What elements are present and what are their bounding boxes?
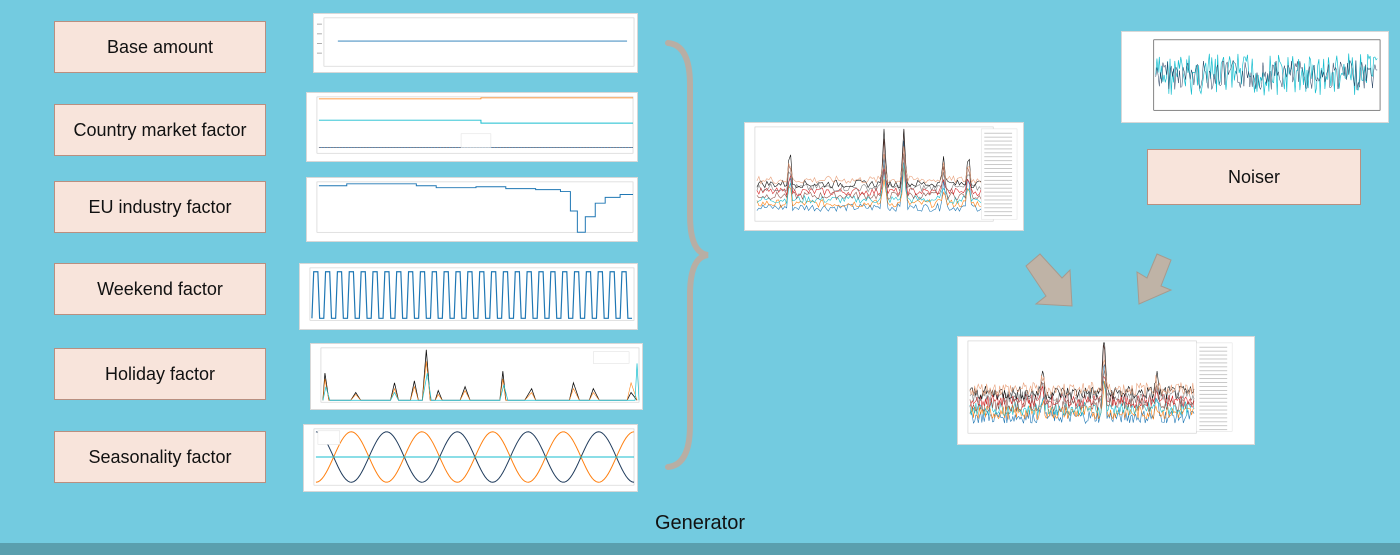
noiser-label: Noiser bbox=[1227, 166, 1280, 187]
factor-label: Weekend factor bbox=[97, 278, 223, 299]
legend-entry bbox=[1199, 350, 1228, 352]
legend-entry bbox=[984, 176, 1013, 177]
legend-entry bbox=[1199, 362, 1228, 364]
series-line bbox=[969, 359, 1195, 397]
legend-entry bbox=[1199, 429, 1228, 431]
legend-box bbox=[317, 430, 341, 445]
legend-box bbox=[981, 128, 1018, 220]
thumbnail-seasonality bbox=[303, 424, 638, 492]
series-line bbox=[969, 370, 1195, 405]
legend-entry bbox=[984, 132, 1013, 134]
series-line bbox=[969, 380, 1195, 417]
generator-label: Generator bbox=[654, 512, 746, 534]
noisy-series-lines bbox=[969, 342, 1195, 425]
legend-box bbox=[1196, 342, 1233, 432]
combined-series-lines bbox=[756, 128, 992, 213]
legend-entry bbox=[1199, 405, 1228, 407]
series-line bbox=[756, 153, 992, 197]
legend-entry bbox=[1199, 401, 1228, 403]
factor-box-eu-industry: EU industry factor bbox=[54, 181, 266, 233]
legend-entry bbox=[984, 187, 1013, 189]
curly-brace-icon bbox=[665, 40, 709, 470]
weekend-square-wave bbox=[311, 271, 633, 319]
legend-entry bbox=[984, 215, 1013, 217]
series-line bbox=[969, 342, 1195, 401]
legend-entry bbox=[984, 207, 1013, 209]
legend-entry bbox=[984, 140, 1013, 142]
legend-entry bbox=[1199, 393, 1228, 395]
noiser-box: Noiser bbox=[1147, 149, 1361, 205]
legend-box bbox=[593, 351, 630, 364]
legend-entry bbox=[1199, 425, 1228, 427]
factor-box-country-market: Country market factor bbox=[54, 104, 266, 156]
legend-entry bbox=[984, 168, 1013, 169]
legend-entry bbox=[984, 172, 1013, 173]
legend-entry bbox=[1199, 390, 1228, 391]
combined-series-chart bbox=[744, 122, 1024, 231]
down-arrow-icon bbox=[1136, 253, 1173, 305]
bottom-bar bbox=[0, 543, 1400, 555]
legend-entry bbox=[984, 160, 1013, 162]
legend-entry bbox=[984, 179, 1013, 181]
legend-entry bbox=[1199, 421, 1228, 423]
legend-entry bbox=[984, 191, 1013, 193]
legend-entry bbox=[984, 152, 1013, 154]
legend-entry bbox=[1199, 358, 1228, 360]
thumbnail-weekend bbox=[299, 263, 638, 330]
legend-entry bbox=[1199, 382, 1228, 383]
factor-box-holiday: Holiday factor bbox=[54, 348, 266, 400]
thumbnail-country-market bbox=[306, 92, 638, 162]
legend-entry bbox=[984, 199, 1013, 201]
legend-entry bbox=[984, 148, 1013, 150]
noise-chart bbox=[1121, 31, 1389, 123]
legend-entry bbox=[1199, 386, 1228, 387]
factor-box-seasonality: Seasonality factor bbox=[54, 431, 266, 483]
legend-entry bbox=[984, 211, 1013, 213]
thumbnail-eu-industry bbox=[306, 177, 638, 242]
factor-label: Holiday factor bbox=[104, 363, 216, 384]
factor-label: Seasonality factor bbox=[88, 446, 232, 467]
legend-entry bbox=[1199, 370, 1228, 372]
legend-entry bbox=[984, 144, 1013, 146]
series-line bbox=[756, 166, 992, 209]
legend-entry bbox=[984, 203, 1013, 205]
noisy-combined-chart bbox=[957, 336, 1255, 445]
noise-series-dark bbox=[1155, 59, 1378, 91]
series-line bbox=[756, 146, 992, 185]
legend-entry bbox=[984, 136, 1013, 138]
factor-label: Country market factor bbox=[73, 119, 247, 140]
legend-entry bbox=[1199, 354, 1228, 356]
legend-entry bbox=[1199, 378, 1228, 380]
legend-entry bbox=[1199, 417, 1228, 419]
thumbnail-base-amount bbox=[313, 13, 638, 73]
legend-entry bbox=[1199, 366, 1228, 368]
tick-marks bbox=[316, 23, 322, 54]
series-line bbox=[969, 364, 1195, 425]
series-line bbox=[756, 128, 992, 189]
factor-label: EU industry factor bbox=[88, 196, 232, 217]
legend-entry bbox=[1199, 346, 1228, 348]
legend-entry bbox=[1199, 409, 1228, 411]
legend-entry bbox=[984, 195, 1013, 197]
series-line bbox=[756, 140, 992, 213]
series-line bbox=[756, 162, 992, 205]
factor-box-base-amount: Base amount bbox=[54, 21, 266, 73]
legend-entry bbox=[984, 156, 1013, 158]
factor-label: Base amount bbox=[106, 36, 214, 57]
legend-entry bbox=[1199, 374, 1228, 376]
factor-box-weekend: Weekend factor bbox=[54, 263, 266, 315]
legend-entry bbox=[1199, 413, 1228, 415]
thumbnail-holiday bbox=[310, 343, 643, 410]
legend-entry bbox=[1199, 397, 1228, 399]
noise-series-teal bbox=[1155, 53, 1378, 96]
legend-entry bbox=[984, 183, 1013, 185]
down-arrow-icon bbox=[1025, 253, 1073, 307]
legend-box bbox=[460, 133, 492, 148]
legend-entry bbox=[984, 164, 1013, 166]
